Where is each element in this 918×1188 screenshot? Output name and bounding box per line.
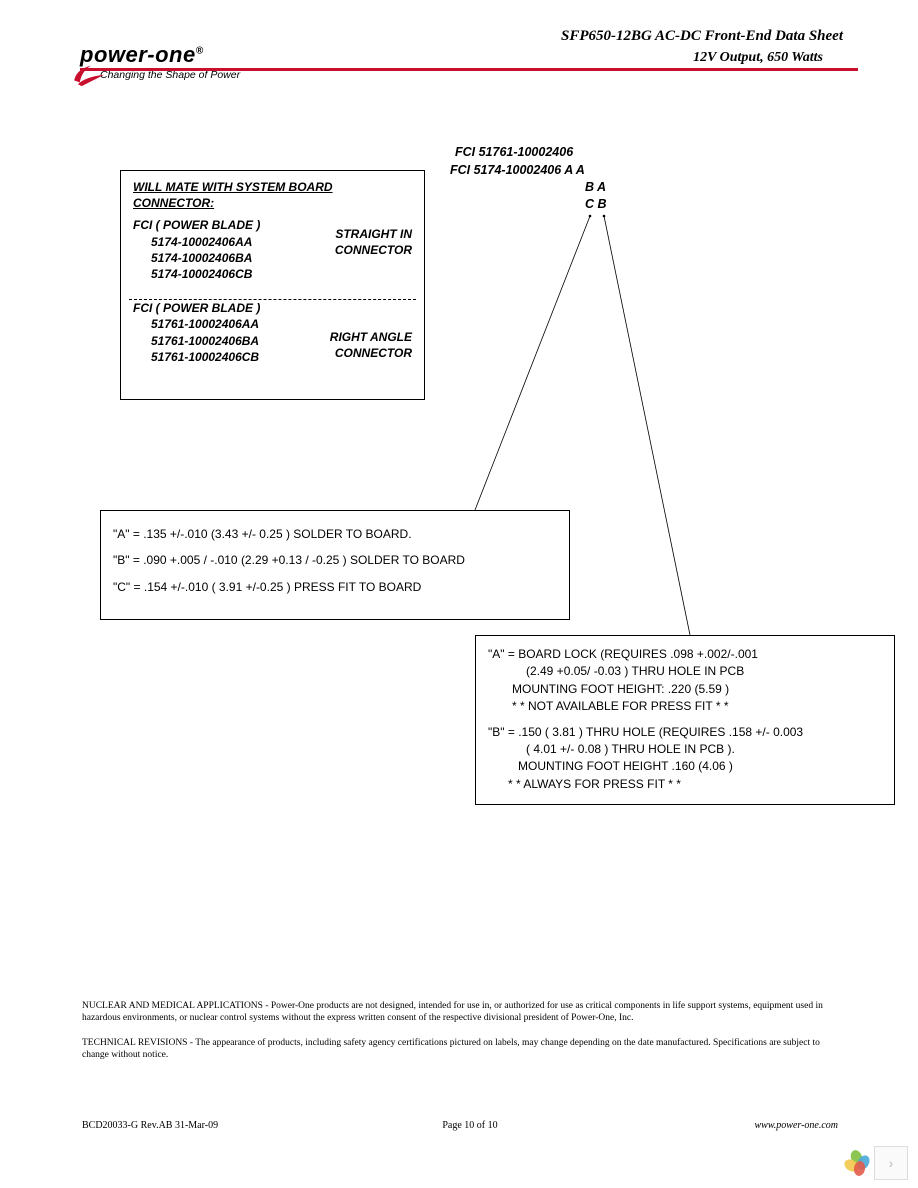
viewer-logo-icon [844,1150,870,1176]
logo: power-one® Changing the Shape of Power [80,42,240,81]
footer-page-number: Page 10 of 10 [82,1120,858,1131]
spec-a-line3: "C" = .154 +/-.010 ( 3.91 +/-0.25 ) PRES… [113,574,557,600]
header-title: SFP650-12BG AC-DC Front-End Data Sheet [561,28,843,45]
group2-type-l2: CONNECTOR [335,345,412,361]
spec-b-a4: * * NOT AVAILABLE FOR PRESS FIT * * [512,698,882,715]
group2-title: FCI ( POWER BLADE ) [133,300,412,316]
spec-a-line2: "B" = .090 +.005 / -.010 (2.29 +0.13 / -… [113,547,557,573]
part-label-3: B A [585,180,606,194]
connector-box-separator [129,299,416,300]
spec-b-b3: MOUNTING FOOT HEIGHT .160 (4.06 ) [518,758,882,775]
spec-b-a2: (2.49 +0.05/ -0.03 ) THRU HOLE IN PCB [526,663,882,680]
page-nav-widget: › [828,1146,908,1180]
disclaimer-block: NUCLEAR AND MEDICAL APPLICATIONS - Power… [82,1000,842,1073]
dimension-spec-box-b: "A" = BOARD LOCK (REQUIRES .098 +.002/-.… [475,635,895,805]
logo-swoosh-icon [72,60,110,88]
logo-reg: ® [196,46,204,57]
group1-part-2: 5174-10002406CB [151,266,412,282]
connector-mating-box: WILL MATE WITH SYSTEM BOARD CONNECTOR: F… [120,170,425,400]
spec-b-a1: "A" = BOARD LOCK (REQUIRES .098 +.002/-.… [488,646,882,663]
disclaimer-nuclear: NUCLEAR AND MEDICAL APPLICATIONS - Power… [82,1000,842,1025]
dimension-spec-box-a: "A" = .135 +/-.010 (3.43 +/- 0.25 ) SOLD… [100,510,570,620]
footer-url: www.power-one.com [755,1120,839,1131]
next-page-button[interactable]: › [874,1146,908,1180]
part-label-2: FCI 5174-10002406 A A [450,163,585,177]
part-label-4: C B [585,197,607,211]
connector-box-header: WILL MATE WITH SYSTEM BOARD CONNECTOR: [133,179,412,211]
spec-b-b2: ( 4.01 +/- 0.08 ) THRU HOLE IN PCB ). [526,741,882,758]
group1-type-l2: CONNECTOR [335,242,412,258]
technical-diagram: FCI 51761-10002406 FCI 5174-10002406 A A… [80,150,890,850]
disclaimer-technical: TECHNICAL REVISIONS - The appearance of … [82,1037,842,1062]
group1-type-l1: STRAIGHT IN [335,226,412,242]
spec-a-line1: "A" = .135 +/-.010 (3.43 +/- 0.25 ) SOLD… [113,521,557,547]
part-label-1: FCI 51761-10002406 [455,145,573,159]
page-header: power-one® Changing the Shape of Power S… [80,28,858,88]
chevron-right-icon: › [889,1155,894,1171]
group2-type-l1: RIGHT ANGLE [330,329,412,345]
spec-b-b4: * * ALWAYS FOR PRESS FIT * * [508,776,882,793]
header-subtitle: 12V Output, 650 Watts [693,50,823,66]
header-rule [80,68,858,71]
spec-b-a3: MOUNTING FOOT HEIGHT: .220 (5.59 ) [512,681,882,698]
spec-b-b1: "B" = .150 ( 3.81 ) THRU HOLE (REQUIRES … [488,724,882,741]
